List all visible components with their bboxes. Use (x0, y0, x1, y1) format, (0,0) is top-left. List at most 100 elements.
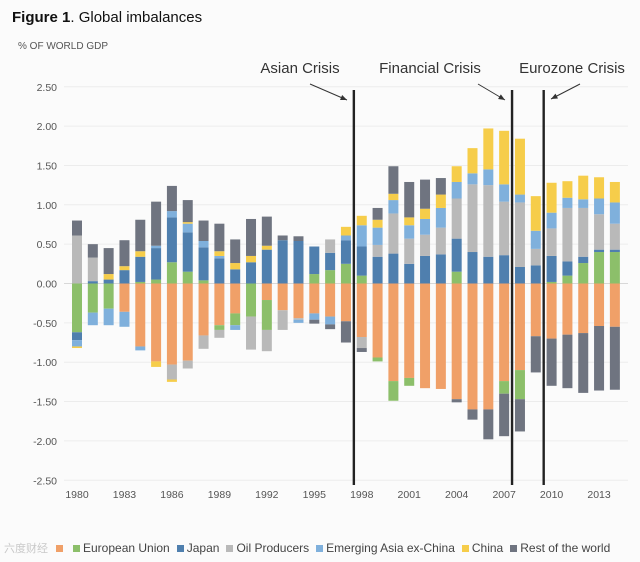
bar-segment (514, 138, 525, 195)
bar-segment (483, 409, 494, 440)
bar-segment (435, 178, 446, 195)
legend-label: Emerging Asia ex-China (326, 541, 455, 555)
bar-segment (546, 281, 557, 284)
bar-segment (467, 252, 478, 284)
y-tick-label: 1.50 (37, 160, 58, 172)
bar-segment (198, 220, 209, 242)
bar-segment (404, 377, 415, 386)
bar-segment (356, 275, 367, 284)
x-tick-label: 1983 (113, 489, 137, 501)
bar-segment (293, 236, 304, 242)
y-tick-label: 0.00 (37, 279, 58, 291)
bar-segment (340, 240, 351, 264)
bar-segment (451, 181, 462, 199)
bar-segment (578, 333, 589, 393)
bar-segment (246, 283, 257, 317)
x-tick-label: 1998 (350, 489, 374, 501)
bar-segment (372, 207, 383, 220)
bar-segment (166, 211, 177, 218)
bar-segment (530, 230, 541, 249)
bar-segment (467, 283, 478, 410)
legend-item: Emerging Asia ex-China (316, 541, 455, 555)
bar-segment (135, 346, 146, 351)
bar-segment (372, 357, 383, 362)
legend-swatch (56, 544, 63, 552)
y-tick-label: 1.00 (37, 200, 58, 212)
legend-item: Oil Producers (226, 541, 309, 555)
bar-segment (388, 166, 399, 194)
bar-segment (198, 283, 209, 336)
arrow-head-icon (498, 94, 505, 100)
bar-segment (325, 252, 336, 271)
bar-segment (119, 240, 130, 267)
bar-segment (119, 266, 130, 271)
bar-segment (246, 255, 257, 263)
bar-segment (483, 169, 494, 186)
bar-segment (404, 238, 415, 264)
bar-segment (356, 225, 367, 247)
bar-segment (87, 312, 98, 326)
bar-segment (166, 364, 177, 380)
bar-segment (246, 262, 257, 284)
bar-segment (609, 252, 620, 284)
bar-segment (609, 326, 620, 390)
legend-label: China (471, 541, 504, 555)
bar-segment (166, 262, 177, 284)
bar-segment (246, 218, 257, 256)
bar-segment (277, 240, 288, 284)
bar-segment (483, 185, 494, 257)
bar-segment (546, 255, 557, 282)
bar-segment (182, 360, 193, 369)
bar-segment (578, 199, 589, 208)
legend-item: Japan (176, 541, 219, 555)
bar-segment (514, 399, 525, 432)
bar-segment (372, 283, 383, 358)
bar-segment (562, 181, 573, 198)
bar-segment (435, 194, 446, 208)
bar-segment (230, 283, 241, 314)
x-tick-label: 1995 (303, 489, 327, 501)
bar-segment (198, 335, 209, 349)
bar-segment (214, 283, 225, 326)
bar-segment (135, 283, 146, 347)
legend-swatch (176, 544, 184, 552)
bar-segment (530, 196, 541, 231)
bar-segment (594, 252, 605, 284)
crisis-annotation: Asian Crisis (260, 60, 339, 77)
bar-segment (451, 198, 462, 239)
bar-segment (546, 212, 557, 229)
bar-segment (261, 300, 272, 330)
bar-segment (499, 130, 510, 185)
bar-segment (388, 200, 399, 214)
legend-item (56, 544, 66, 552)
bar-segment (261, 283, 272, 301)
x-tick-label: 2007 (492, 489, 516, 501)
bar-segment (420, 234, 431, 256)
x-tick-label: 2001 (398, 489, 422, 501)
figure-title-text: . Global imbalances (70, 9, 203, 26)
bar-segment (340, 321, 351, 343)
bar-segment (72, 235, 82, 284)
bar-segment (499, 393, 510, 437)
y-tick-label: 2.50 (37, 82, 58, 94)
bar-segment (404, 181, 415, 218)
bar-segment (214, 329, 225, 338)
x-tick-label: 2013 (587, 489, 611, 501)
bar-segment (309, 283, 320, 314)
x-tick-label: 2004 (445, 489, 469, 501)
bar-segment (72, 346, 82, 349)
bar-segment (166, 379, 177, 382)
bar-segment (514, 202, 525, 267)
bar-segment (151, 248, 162, 280)
bar-segment (530, 283, 541, 337)
bar-segment (483, 128, 494, 170)
bar-segment (594, 177, 605, 199)
bar-segment (340, 263, 351, 284)
bar-segment (546, 338, 557, 386)
bar-segment (594, 249, 605, 253)
bar-segment (609, 223, 620, 250)
bar-segment (340, 226, 351, 236)
legend-label: Rest of the world (520, 541, 611, 555)
bar-segment (435, 254, 446, 284)
